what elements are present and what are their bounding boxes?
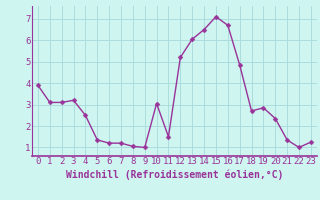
X-axis label: Windchill (Refroidissement éolien,°C): Windchill (Refroidissement éolien,°C): [66, 169, 283, 180]
